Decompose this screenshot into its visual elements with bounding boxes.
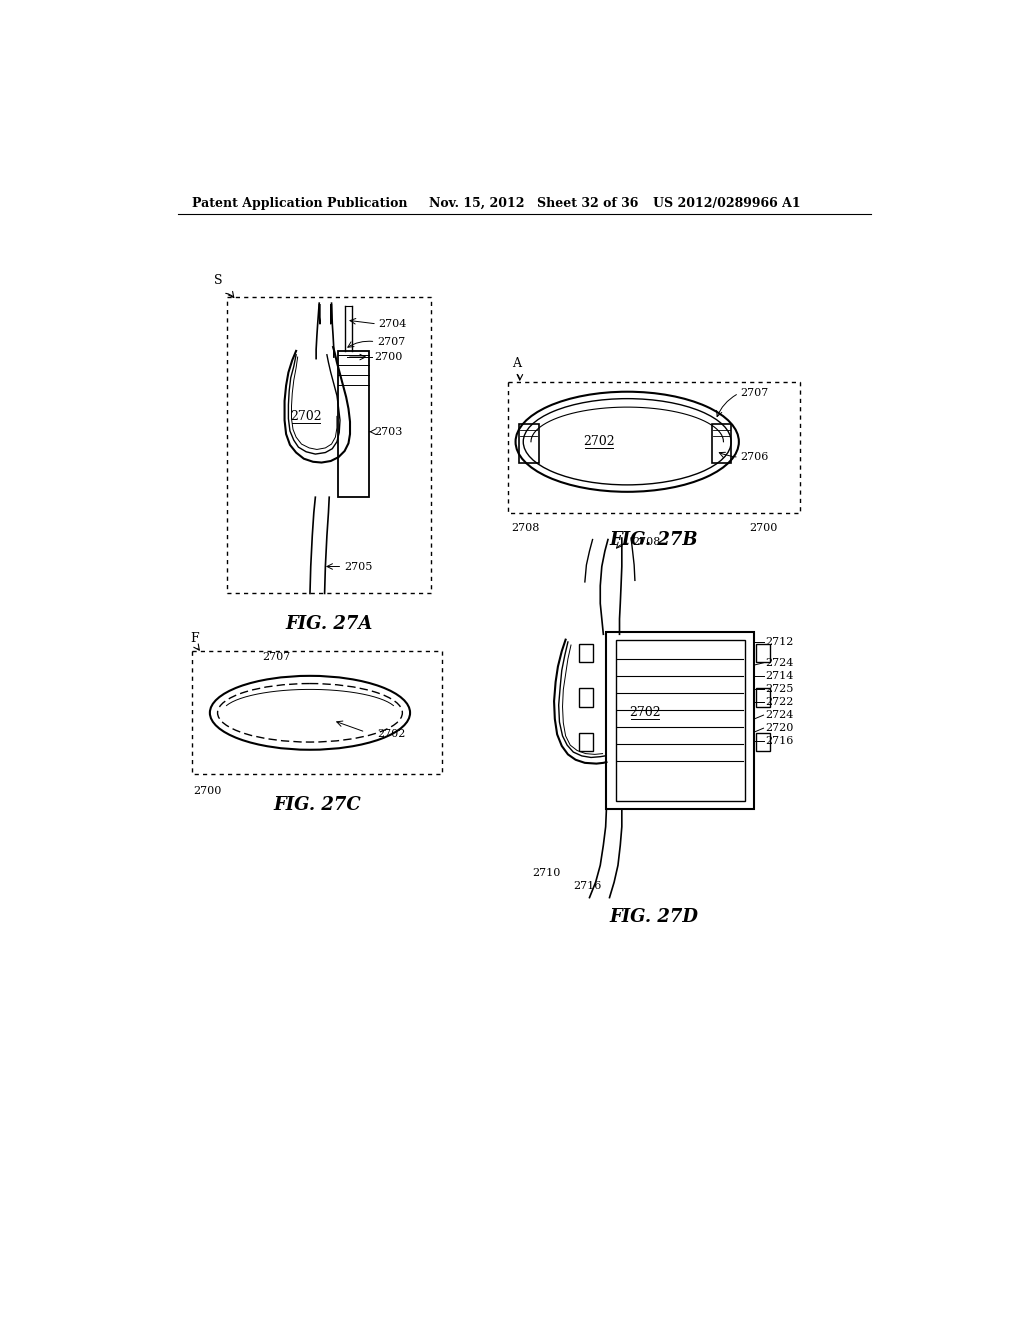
Text: 2707: 2707 xyxy=(263,652,291,663)
Text: 2700: 2700 xyxy=(374,352,402,362)
Bar xyxy=(579,688,593,706)
Text: 2722: 2722 xyxy=(765,697,794,708)
Text: 2725: 2725 xyxy=(765,684,794,694)
Bar xyxy=(579,644,593,663)
Text: 2704: 2704 xyxy=(379,319,407,329)
Text: FIG. 27D: FIG. 27D xyxy=(609,908,698,925)
Text: 2712: 2712 xyxy=(765,638,794,647)
Text: 2708: 2708 xyxy=(512,523,540,532)
Bar xyxy=(339,351,370,498)
Text: FIG. 27C: FIG. 27C xyxy=(273,796,361,814)
Text: 2703: 2703 xyxy=(374,426,402,437)
Text: A: A xyxy=(512,358,521,370)
Text: 2724: 2724 xyxy=(765,710,794,721)
Text: Sheet 32 of 36: Sheet 32 of 36 xyxy=(538,197,639,210)
Bar xyxy=(615,640,745,801)
Text: 2702: 2702 xyxy=(629,706,660,719)
Text: 2710: 2710 xyxy=(532,869,560,878)
Text: 2720: 2720 xyxy=(765,723,794,733)
Text: FIG. 27B: FIG. 27B xyxy=(610,531,698,549)
Text: FIG. 27A: FIG. 27A xyxy=(285,615,373,634)
Bar xyxy=(579,733,593,751)
Text: 2702: 2702 xyxy=(583,436,614,449)
Bar xyxy=(193,651,442,775)
Text: US 2012/0289966 A1: US 2012/0289966 A1 xyxy=(652,197,800,210)
Text: 2702: 2702 xyxy=(377,730,406,739)
Text: 2724: 2724 xyxy=(765,657,794,668)
Bar xyxy=(756,644,770,663)
Text: 2702: 2702 xyxy=(291,409,322,422)
Text: S: S xyxy=(214,275,222,286)
Text: Patent Application Publication: Patent Application Publication xyxy=(193,197,408,210)
Bar xyxy=(756,688,770,706)
Bar xyxy=(712,424,731,462)
Text: Nov. 15, 2012: Nov. 15, 2012 xyxy=(429,197,525,210)
Text: F: F xyxy=(190,632,200,645)
Text: 2700: 2700 xyxy=(194,785,222,796)
Text: 2707: 2707 xyxy=(740,388,769,399)
Bar xyxy=(518,424,539,462)
Text: 2705: 2705 xyxy=(345,561,373,572)
Bar xyxy=(226,297,431,594)
Bar xyxy=(606,632,755,809)
Text: 2700: 2700 xyxy=(749,523,777,532)
Text: 2707: 2707 xyxy=(377,337,406,347)
Text: 2706: 2706 xyxy=(740,453,769,462)
Text: 2714: 2714 xyxy=(765,671,794,681)
Bar xyxy=(508,381,801,512)
Text: 2716: 2716 xyxy=(573,880,602,891)
Bar xyxy=(756,733,770,751)
Text: 2708: 2708 xyxy=(633,537,660,546)
Text: 2716: 2716 xyxy=(765,737,794,746)
